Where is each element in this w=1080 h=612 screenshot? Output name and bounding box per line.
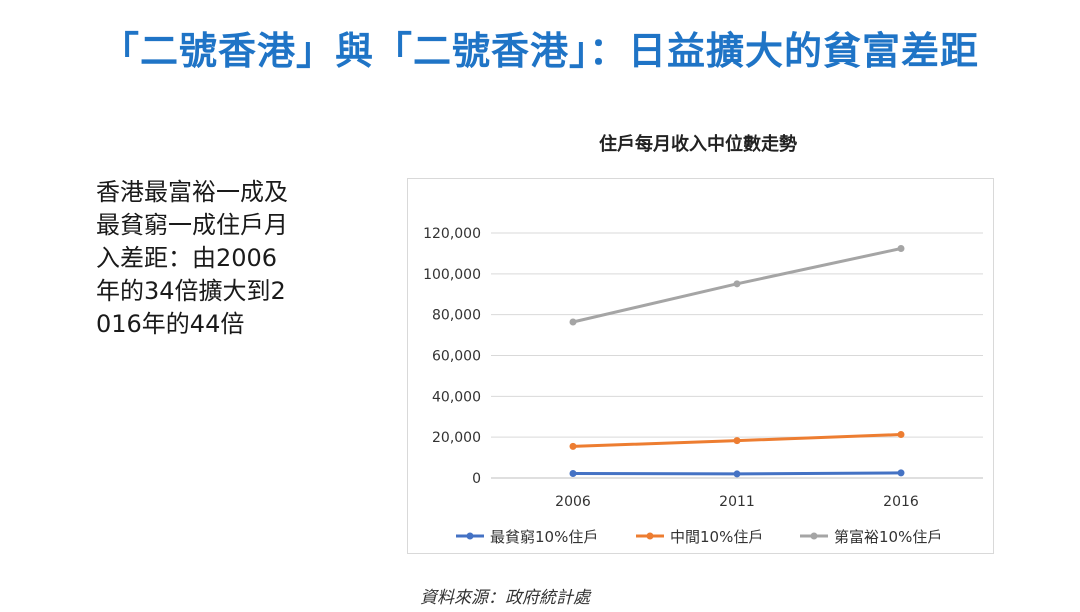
chart-title: 住戶每月收入中位數走勢 [599,134,797,155]
data-point [897,469,905,477]
y-tick-label: 80,000 [432,308,481,324]
legend-label: 第富裕10%住戶 [834,528,942,546]
data-point [897,245,905,253]
legend-marker [466,532,474,540]
data-point [897,431,905,439]
y-tick-label: 0 [472,471,481,487]
data-point [733,470,741,478]
legend-marker [810,532,818,540]
y-tick-label: 20,000 [432,430,481,446]
y-tick-label: 120,000 [423,226,481,242]
x-tick-label: 2016 [883,494,919,510]
data-point [569,442,577,450]
chart-area: 0 20,000 40,000 60,000 80,000 100,000 120,000 2… [407,178,994,554]
legend-label: 最貧窮10%住戶 [490,528,598,546]
source-note: 資料來源：政府統計處 [420,588,590,608]
data-point [569,318,577,326]
line-chart: 0 20,000 40,000 60,000 80,000 100,000 120,000 2… [423,226,983,546]
legend-marker [646,532,654,540]
y-tick-label: 100,000 [423,267,481,283]
data-point [733,280,741,288]
y-tick-label: 40,000 [432,389,481,405]
x-tick-label: 2006 [555,494,591,510]
data-point [569,470,577,478]
summary-text: 香港最富裕一成及最貧窮一成住戶月入差距：由2006年的34倍擴大到2016年的4… [96,178,288,338]
x-tick-label: 2011 [719,494,755,510]
data-point [733,437,741,445]
legend-label: 中間10%住戶 [670,528,763,546]
y-tick-label: 60,000 [432,349,481,365]
slide-title: 「二號香港」與「二號香港」：日益擴大的貧富差距 [100,29,979,73]
